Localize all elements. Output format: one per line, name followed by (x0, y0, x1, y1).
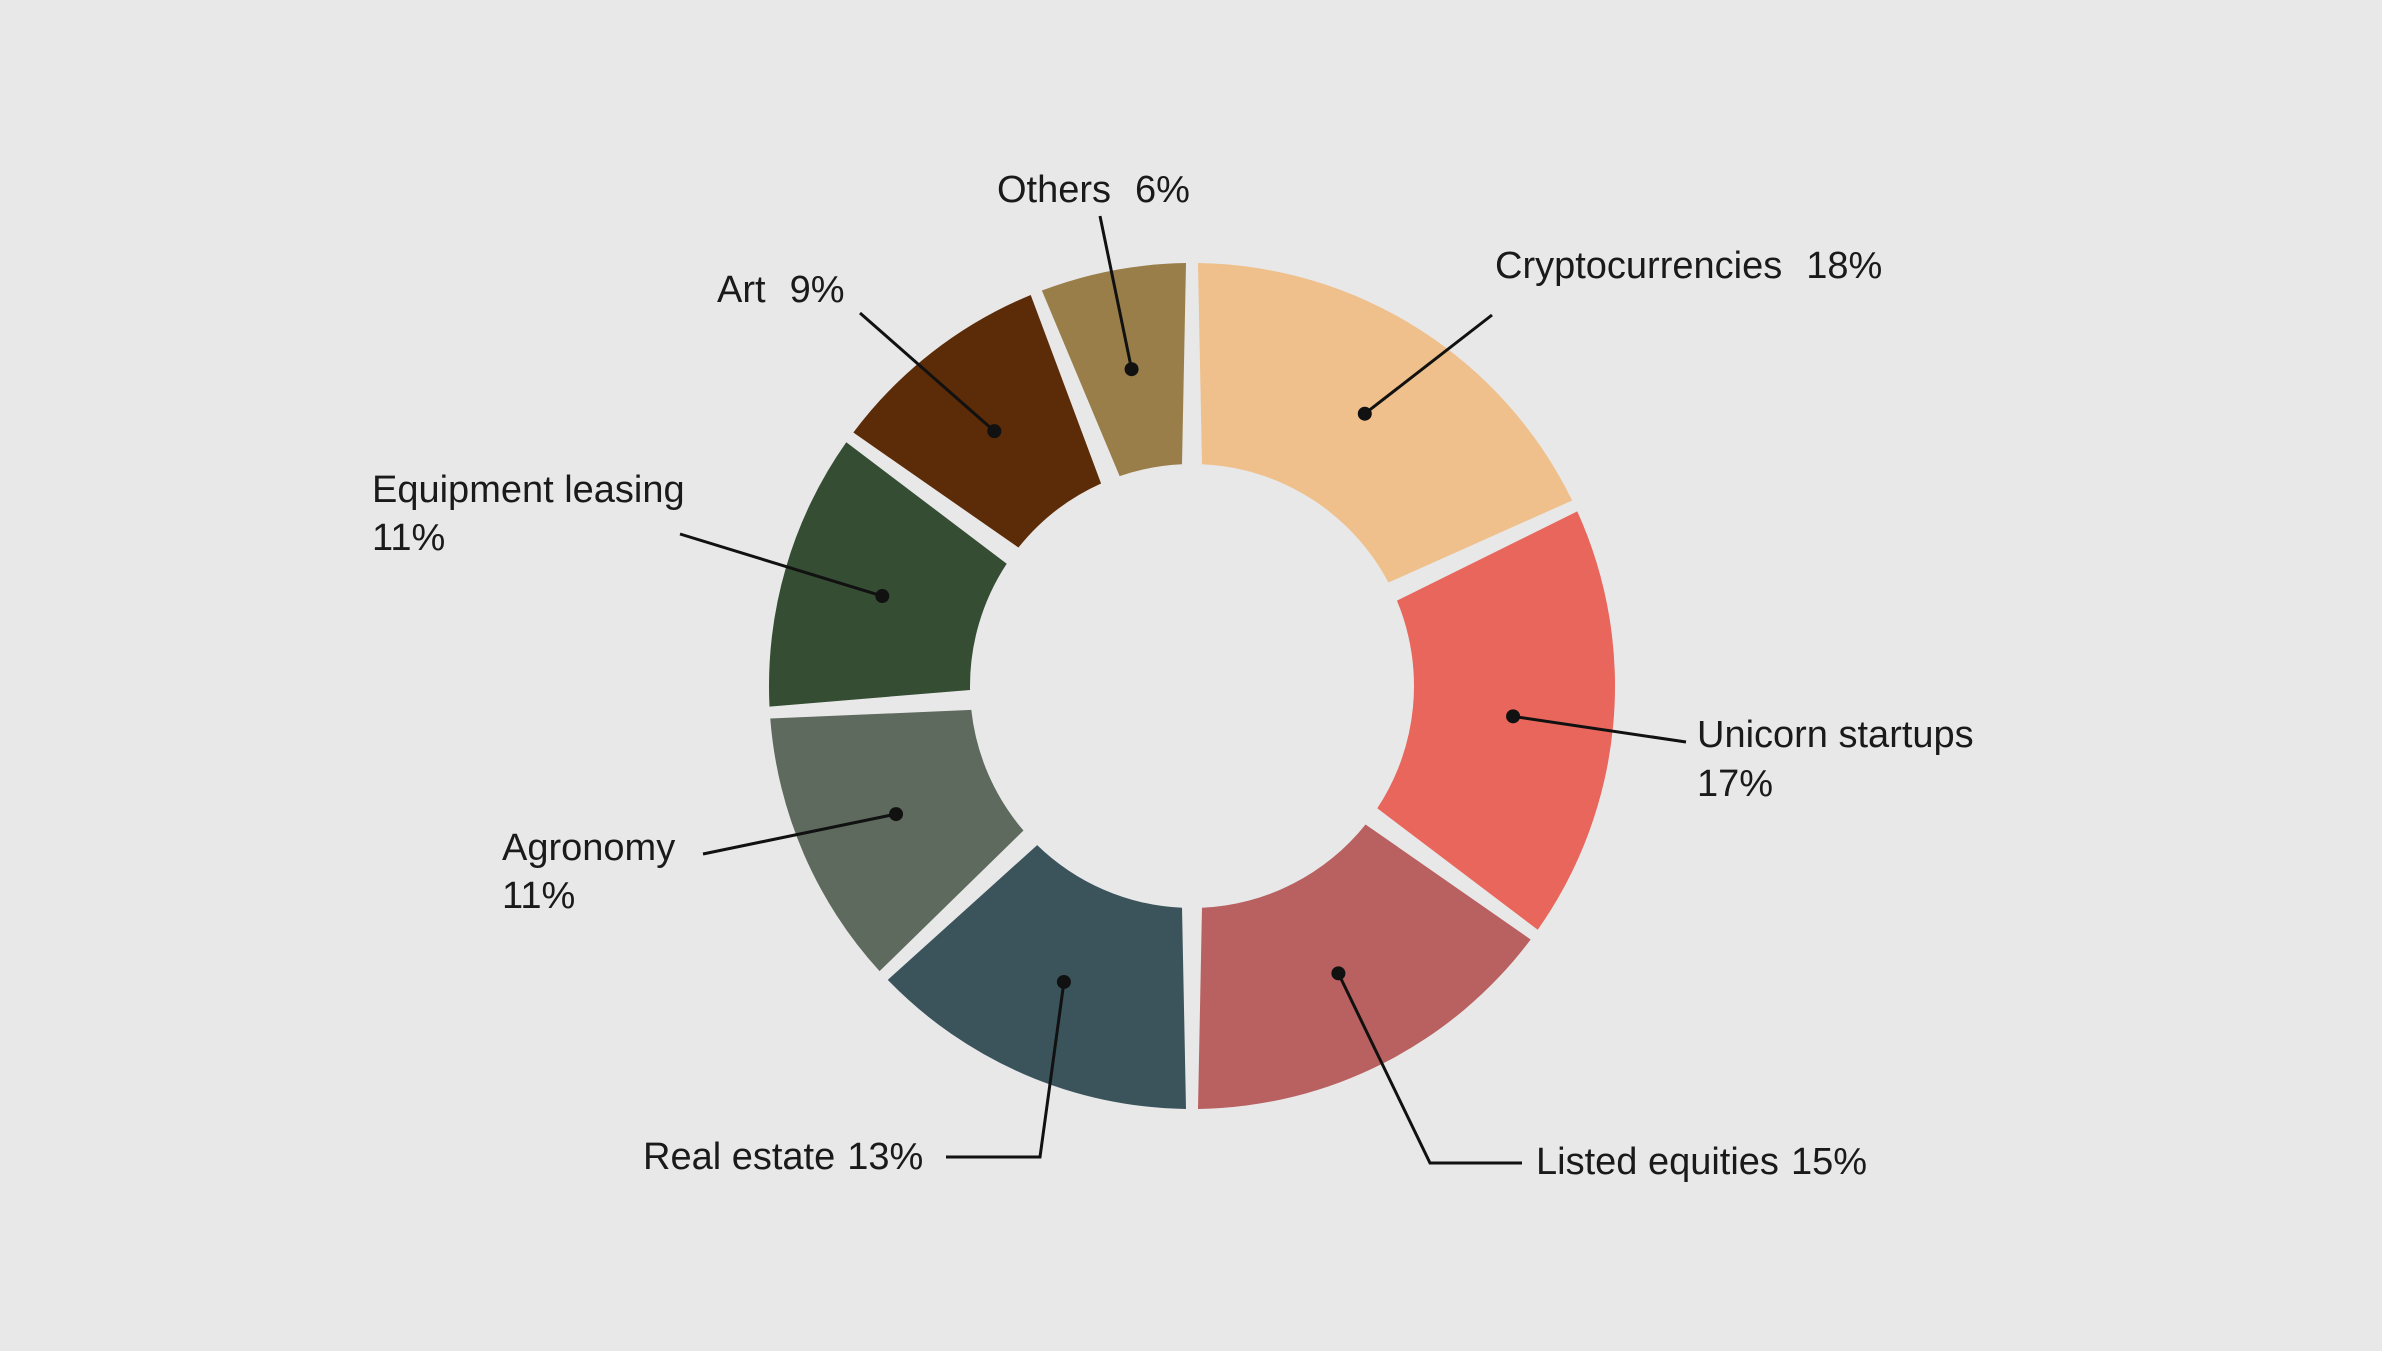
slice-label-art: Art 9% (717, 269, 844, 311)
slice-group (768, 263, 1615, 1109)
slice-label-cryptocurrencies: Cryptocurrencies 18% (1495, 245, 1882, 287)
slice-name-others: Others (997, 169, 1111, 211)
slice-name-agronomy: Agronomy (502, 827, 675, 869)
slice-real-estate (887, 845, 1187, 1109)
slice-art (853, 294, 1102, 548)
leader-dot-equipment-leasing (875, 589, 890, 604)
slice-value-equipment-leasing: 11% (372, 517, 445, 559)
slice-name-art: Art (717, 269, 766, 311)
leader-line-art (859, 311, 996, 433)
slice-label-others: Others 6% (997, 169, 1190, 211)
leader-line-equipment-leasing (679, 532, 883, 598)
slice-name-real-estate: Real estate (643, 1136, 835, 1178)
slice-value-others: 6% (1135, 169, 1190, 211)
leader-line-cryptocurrencies (1363, 313, 1493, 415)
slice-agronomy (770, 709, 1024, 972)
leader-dot-unicorn-startups (1506, 709, 1521, 724)
slice-unicorn-startups (1377, 511, 1615, 930)
leader-line-listed-equities (1337, 972, 1522, 1165)
leader-line-unicorn-startups (1512, 714, 1687, 744)
slice-value-real-estate: 13% (847, 1136, 923, 1178)
leader-line-group (679, 215, 1687, 1165)
slice-others (1041, 263, 1187, 477)
slice-cryptocurrencies (1197, 263, 1573, 583)
leader-dot-real-estate (1056, 974, 1071, 989)
label-group: Others 6% Art 9% Cryptocurrencies 18% Equip… (372, 169, 1974, 1183)
leader-dot-listed-equities (1331, 966, 1346, 981)
leader-line-others (1098, 215, 1134, 370)
slice-value-unicorn-startups: 17% (1697, 763, 1773, 805)
slice-name-cryptocurrencies: Cryptocurrencies (1495, 245, 1782, 287)
slice-value-cryptocurrencies: 18% (1806, 245, 1882, 287)
slice-name-equipment-leasing: Equipment leasing (372, 469, 685, 511)
leader-line-agronomy (702, 812, 897, 856)
slice-value-agronomy: 11% (502, 875, 575, 917)
slice-listed-equities (1197, 824, 1531, 1109)
slice-name-unicorn-startups: Unicorn startups (1697, 714, 1974, 756)
leader-dot-art (987, 424, 1002, 439)
leader-dot-cryptocurrencies (1357, 406, 1372, 421)
leader-line-real-estate (946, 981, 1066, 1159)
slice-label-listed-equities: Listed equities 15% (1536, 1141, 1867, 1183)
slice-equipment-leasing (768, 442, 1007, 707)
leader-dot-agronomy (889, 807, 904, 822)
slice-name-listed-equities: Listed equities (1536, 1141, 1779, 1183)
leader-dot-others (1124, 362, 1139, 377)
slice-value-art: 9% (790, 269, 845, 311)
slice-label-real-estate: Real estate 13% (643, 1136, 923, 1178)
slice-value-listed-equities: 15% (1791, 1141, 1867, 1183)
